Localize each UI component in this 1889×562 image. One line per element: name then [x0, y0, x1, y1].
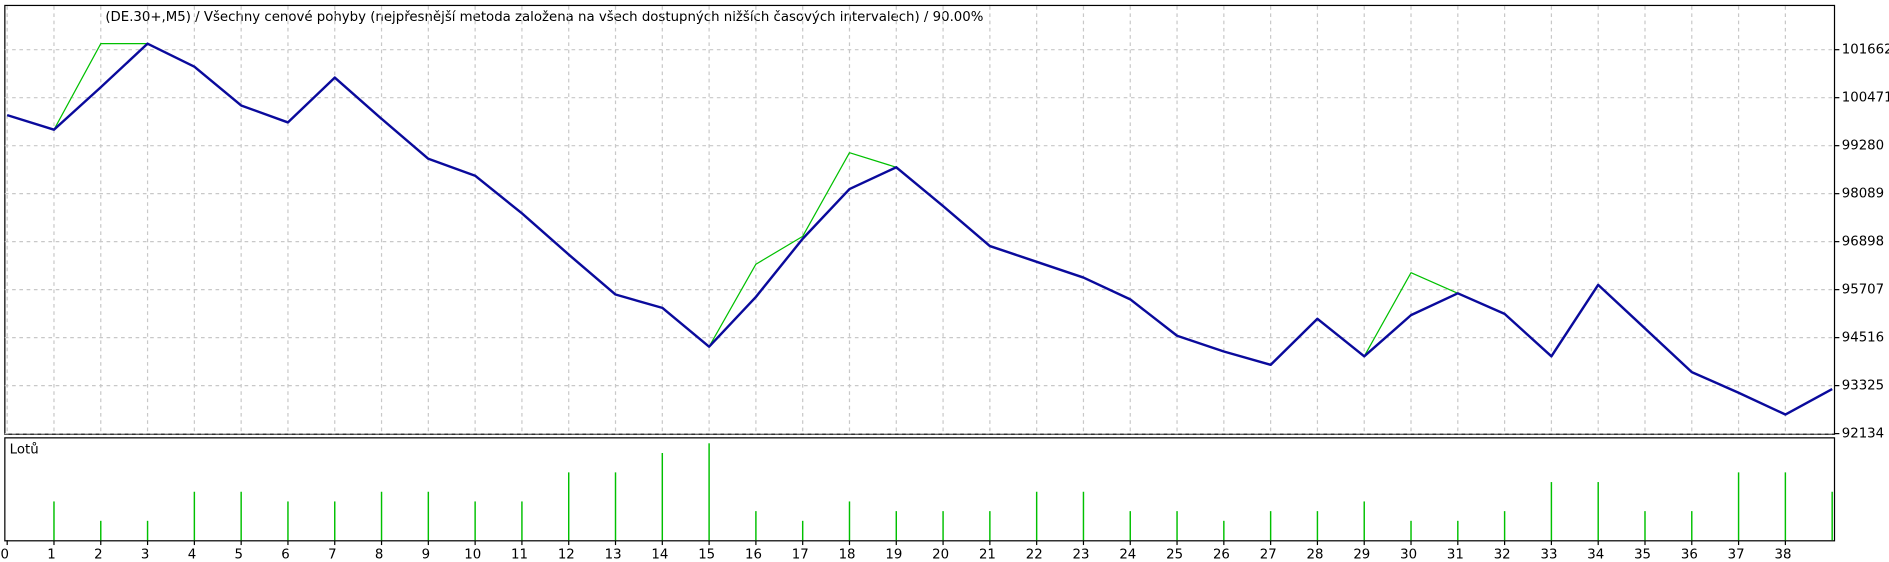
- x-tick-label: 25: [1166, 548, 1183, 562]
- x-tick-label: 35: [1634, 548, 1651, 562]
- y-tick-label: 100471: [1842, 91, 1889, 106]
- x-tick-label: 15: [698, 548, 715, 562]
- x-tick-label: 0: [1, 548, 9, 562]
- y-tick-label: 98089: [1842, 187, 1884, 202]
- x-tick-label: 6: [281, 548, 289, 562]
- x-tick-label: 37: [1728, 548, 1745, 562]
- x-tick-label: 34: [1587, 548, 1604, 562]
- x-tick-label: 38: [1774, 548, 1791, 562]
- x-tick-label: 4: [188, 548, 196, 562]
- x-tick-label: 18: [839, 548, 856, 562]
- x-tick-label: 2: [94, 548, 102, 562]
- x-tick-label: 3: [141, 548, 149, 562]
- lots-panel-frame: [4, 437, 1836, 542]
- x-tick-label: 32: [1494, 548, 1511, 562]
- x-tick-label: 19: [885, 548, 902, 562]
- x-tick-label: 14: [651, 548, 668, 562]
- x-tick-label: 7: [328, 548, 336, 562]
- x-tick-label: 17: [792, 548, 809, 562]
- x-tick-label: 5: [234, 548, 242, 562]
- y-tick-label: 96898: [1842, 235, 1884, 250]
- x-tick-label: 27: [1260, 548, 1277, 562]
- x-tick-label: 26: [1213, 548, 1230, 562]
- main-panel-frame: [4, 4, 1836, 435]
- x-tick-label: 16: [745, 548, 762, 562]
- panel-title: Lotů: [10, 441, 39, 457]
- y-tick-label: 99280: [1842, 139, 1884, 154]
- y-tick-label: 94516: [1842, 331, 1884, 346]
- x-tick-label: 13: [605, 548, 622, 562]
- series-line: [6, 42, 1833, 416]
- x-tick-label: 8: [375, 548, 383, 562]
- x-tick-label: 33: [1541, 548, 1558, 562]
- x-tick-label: 28: [1307, 548, 1324, 562]
- x-tick-label: 9: [422, 548, 430, 562]
- y-tick-label: 95707: [1842, 283, 1884, 298]
- x-tick-label: 36: [1681, 548, 1698, 562]
- x-tick-label: 11: [511, 548, 528, 562]
- x-tick-label: 31: [1447, 548, 1464, 562]
- y-tick-label: 101662: [1842, 43, 1889, 58]
- x-tick-label: 10: [464, 548, 481, 562]
- chart-title: (DE.30+,M5) / Všechny cenové pohyby (nej…: [105, 9, 983, 25]
- y-tick-label: 93325: [1842, 379, 1884, 394]
- x-tick-label: 29: [1353, 548, 1370, 562]
- x-tick-label: 24: [1119, 548, 1136, 562]
- x-tick-label: 30: [1400, 548, 1417, 562]
- x-tick-label: 22: [1026, 548, 1043, 562]
- x-tick-label: 1: [47, 548, 55, 562]
- x-tick-label: 12: [558, 548, 575, 562]
- y-tick-label: 92134: [1842, 427, 1884, 442]
- x-tick-label: 21: [979, 548, 996, 562]
- x-tick-label: 23: [1073, 548, 1090, 562]
- x-tick-label: 20: [932, 548, 949, 562]
